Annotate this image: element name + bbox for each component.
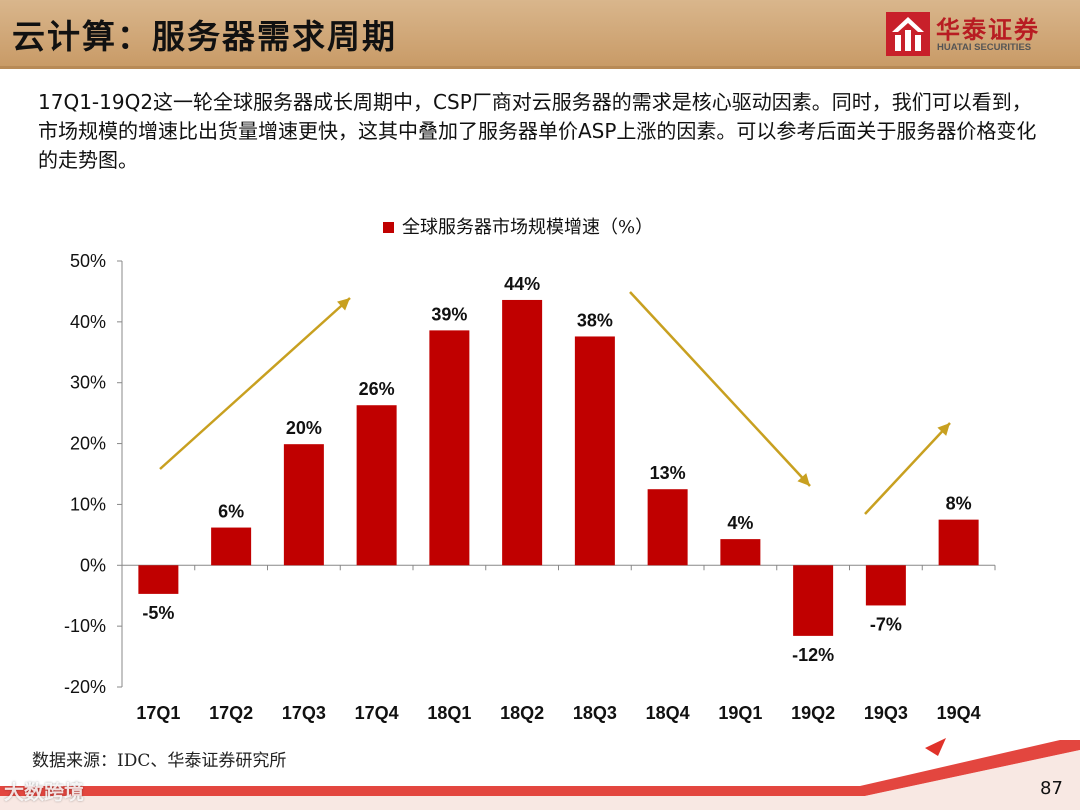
trend-arrowhead <box>797 473 810 486</box>
trend-arrowhead <box>337 298 350 311</box>
data-label: -5% <box>142 603 174 623</box>
logo-subtext: HUATAI SECURITIES <box>937 42 1032 53</box>
data-label: -7% <box>870 614 902 634</box>
bar <box>283 444 324 566</box>
x-tick-label: 18Q1 <box>427 703 471 723</box>
company-logo: 华泰证券 HUATAI SECURITIES <box>886 10 1066 58</box>
data-label: 8% <box>946 494 972 514</box>
bar-chart: 全球服务器市场规模增速（%） 50% 40% 30% 20% 10% 0% -10% -20% -… <box>64 217 996 723</box>
footer-decoration <box>0 738 1080 810</box>
data-label: 4% <box>727 513 753 533</box>
x-tick-label: 18Q3 <box>573 703 617 723</box>
logo-mark-icon <box>886 12 930 56</box>
data-label: -12% <box>792 645 834 665</box>
trend-arrow <box>159 297 351 470</box>
y-tick-label: 50% <box>70 251 106 271</box>
bar <box>138 565 179 594</box>
intro-paragraph: 17Q1-19Q2这一轮全球服务器成长周期中，CSP厂商对云服务器的需求是核心驱… <box>38 90 1037 172</box>
y-tick-label: 20% <box>70 434 106 454</box>
x-tick-label: 19Q3 <box>864 703 908 723</box>
x-tick-label: 19Q1 <box>718 703 762 723</box>
x-tick-label: 17Q4 <box>355 703 399 723</box>
x-tick-label: 19Q2 <box>791 703 835 723</box>
y-tick-label: 0% <box>80 555 106 575</box>
y-tick-label: -10% <box>64 616 106 636</box>
bar <box>502 299 543 566</box>
data-label: 6% <box>218 502 244 522</box>
bar <box>938 519 979 566</box>
x-tick-label: 17Q2 <box>209 703 253 723</box>
watermark: 大数跨境 <box>4 780 84 804</box>
bar <box>356 405 397 566</box>
x-tick-label: 19Q4 <box>937 703 981 723</box>
bar <box>865 565 906 606</box>
bar <box>720 539 761 566</box>
source-note: 数据来源：IDC、华泰证券研究所 <box>32 751 287 771</box>
x-tick-label: 18Q2 <box>500 703 544 723</box>
logo-text: 华泰证券 <box>936 16 1040 44</box>
data-label: 13% <box>650 463 686 483</box>
legend-label: 全球服务器市场规模增速（%） <box>402 217 653 238</box>
trend-arrow <box>864 422 951 515</box>
y-tick-label: 10% <box>70 494 106 514</box>
trend-arrowhead <box>937 423 950 436</box>
bar <box>429 330 470 566</box>
bar <box>574 336 615 566</box>
bar <box>647 489 688 566</box>
data-label: 26% <box>359 379 395 399</box>
page-title: 云计算：服务器需求周期 <box>12 17 397 56</box>
data-label: 20% <box>286 418 322 438</box>
trend-arrow <box>629 291 811 487</box>
x-tick-label: 17Q1 <box>136 703 180 723</box>
y-tick-label: -20% <box>64 677 106 697</box>
data-label: 38% <box>577 310 613 330</box>
bar <box>211 527 252 566</box>
legend-swatch <box>383 222 394 233</box>
header-divider <box>0 66 1080 69</box>
page-number: 87 <box>1040 778 1063 799</box>
y-tick-label: 40% <box>70 312 106 332</box>
data-label: 44% <box>504 274 540 294</box>
y-tick-label: 30% <box>70 373 106 393</box>
bar <box>793 565 834 636</box>
x-tick-label: 18Q4 <box>646 703 690 723</box>
data-label: 39% <box>431 304 467 324</box>
x-tick-label: 17Q3 <box>282 703 326 723</box>
